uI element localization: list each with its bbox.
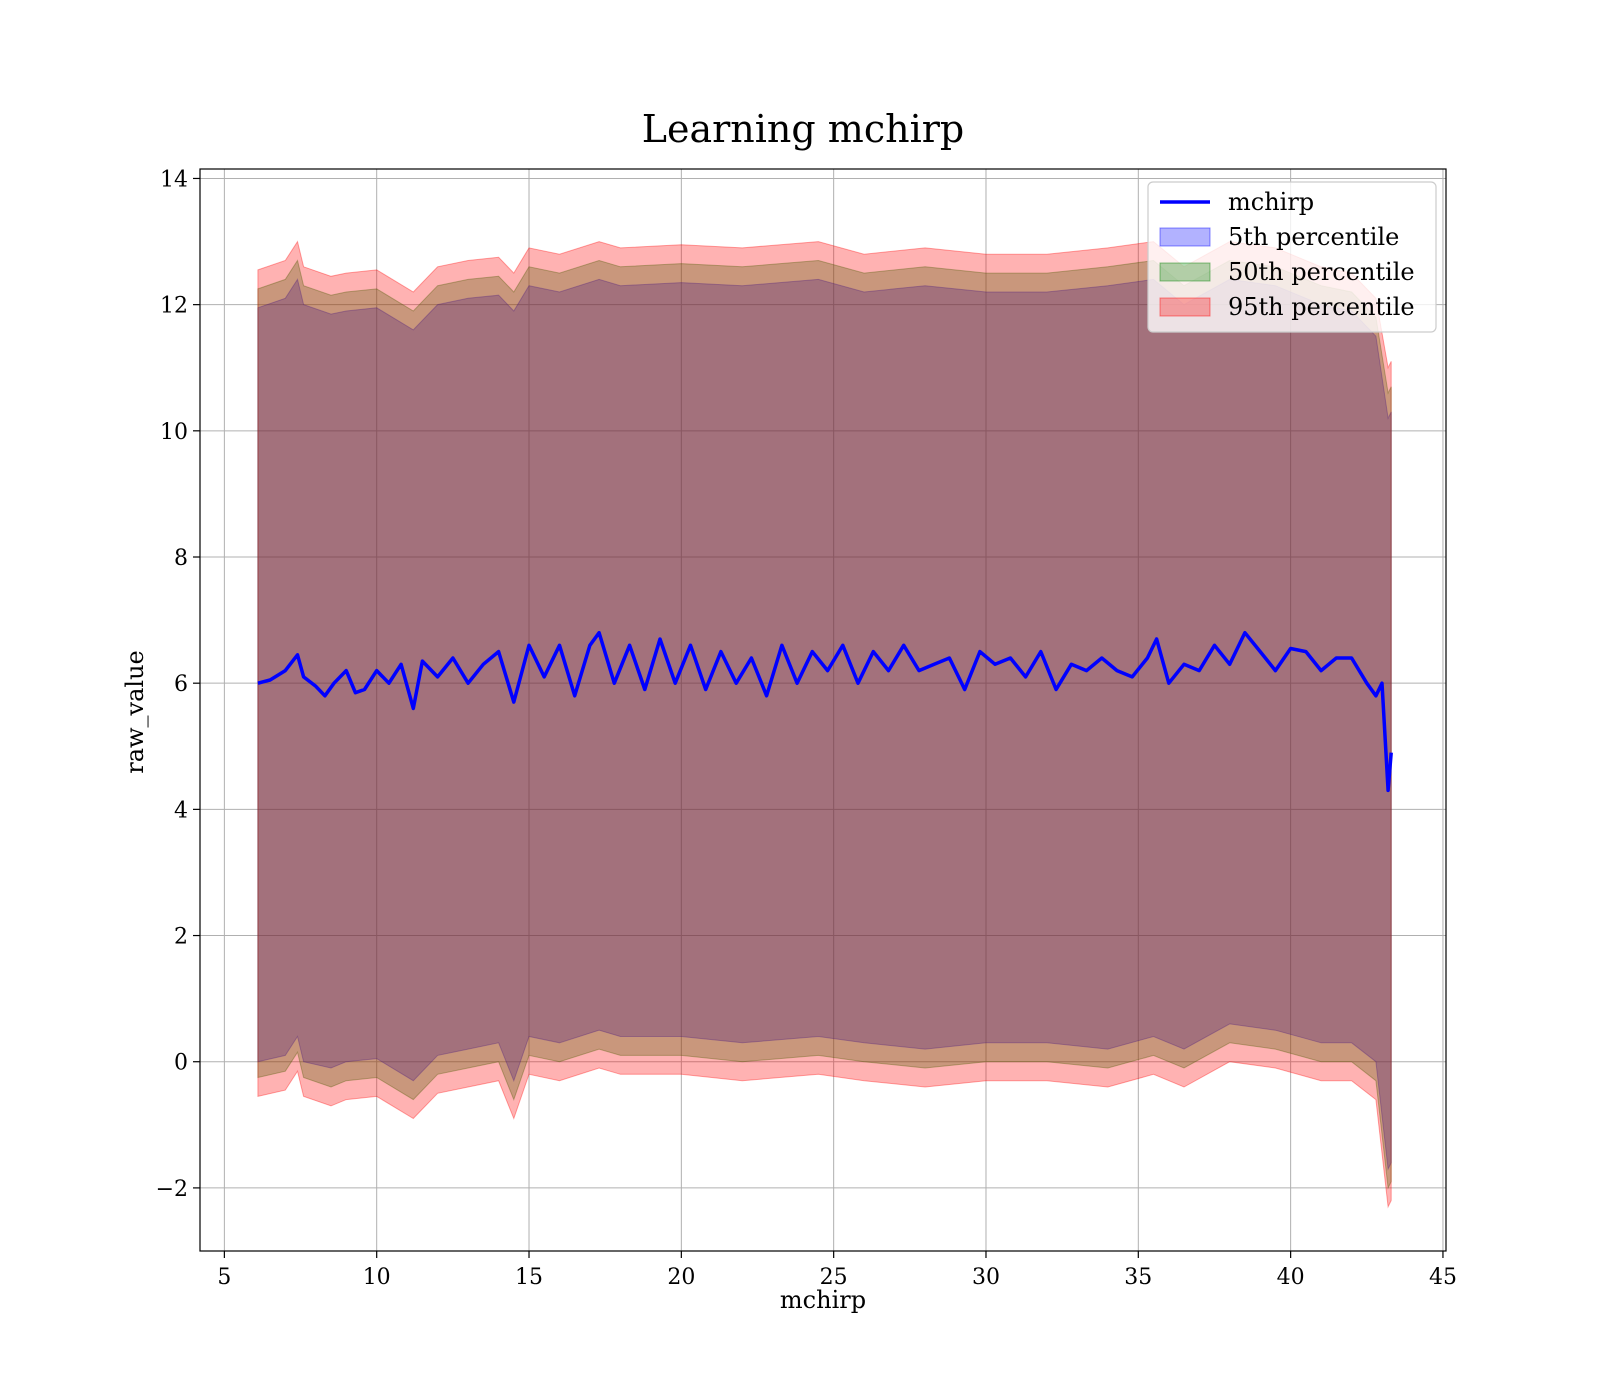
x-axis-label: mchirp [780,1286,866,1314]
x-axis-ticks: 5 10 15 20 25 30 35 40 45 [217,1251,1457,1290]
band-95th-percentile [257,240,1392,1209]
x-tick-label: 30 [972,1265,1000,1290]
y-tick-label: 10 [160,420,188,445]
chart-title: Learning mchirp [642,107,964,151]
grid [200,169,1446,1251]
x-tick-label: 20 [667,1265,695,1290]
x-tick-label: 25 [820,1265,848,1290]
legend-entry-label: mchirp [1228,188,1314,216]
x-tick-label: 45 [1429,1265,1457,1290]
legend: mchirp 5th percentile 50th percentile 95th … [1147,181,1437,333]
legend-entry-label: 5th percentile [1228,223,1399,251]
legend-swatch-band [1159,227,1211,247]
series-lines [257,630,1393,793]
x-tick-label: 5 [217,1265,231,1290]
y-axis-ticks: −2 0 2 4 6 8 10 12 14 [156,167,200,1202]
legend-entry-label: 95th percentile [1228,293,1415,321]
band-50th-percentile [257,259,1392,1190]
x-tick-label: 10 [363,1265,391,1290]
legend-entry-label: 50th percentile [1228,258,1415,286]
y-tick-label: 8 [174,546,188,571]
percentile-bands [257,240,1392,1209]
x-tick-label: 40 [1277,1265,1305,1290]
series-line-mchirp [257,630,1393,793]
y-tick-label: 0 [174,1051,188,1076]
y-tick-label: −2 [156,1177,188,1202]
legend-swatch-band [1159,262,1211,282]
y-tick-label: 12 [160,294,188,319]
y-tick-label: 6 [174,672,188,697]
legend-frame [1147,181,1437,333]
plot-frame [199,168,1447,1252]
y-tick-label: 4 [174,798,188,823]
y-tick-label: 2 [174,925,188,950]
legend-swatch-band [1159,297,1211,317]
x-tick-label: 15 [515,1265,543,1290]
y-axis-label: raw_value [121,650,149,774]
y-tick-label: 14 [160,167,188,192]
x-tick-label: 35 [1124,1265,1152,1290]
band-5th-percentile [257,278,1392,1171]
